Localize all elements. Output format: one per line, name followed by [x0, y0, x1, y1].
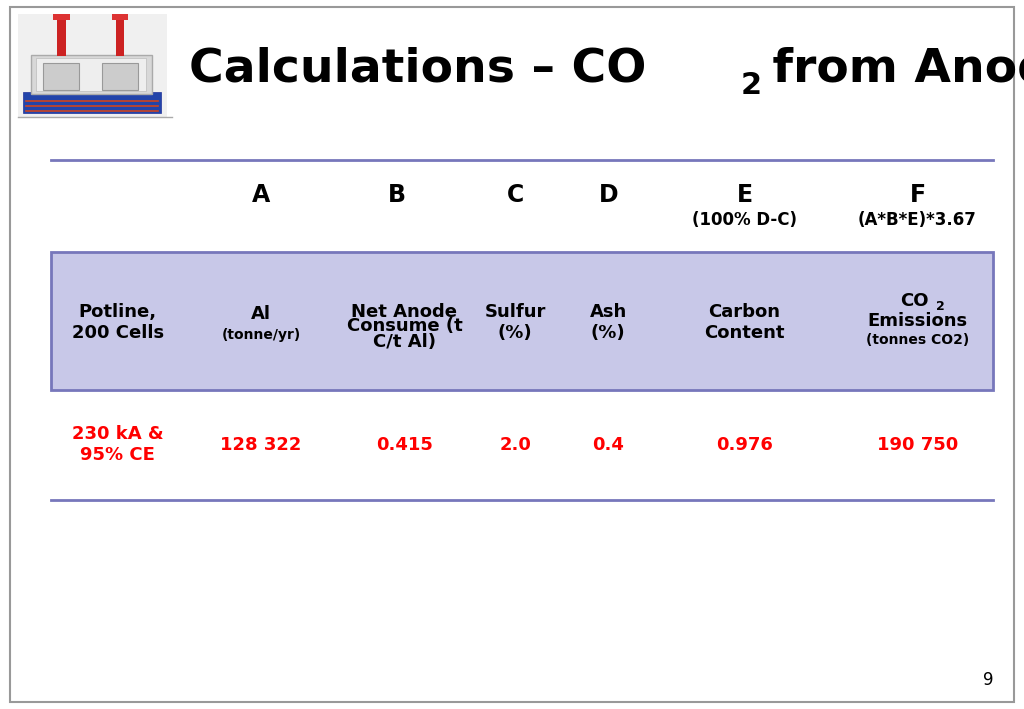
Text: 0.415: 0.415: [376, 436, 433, 454]
Text: B: B: [388, 183, 407, 207]
Text: Consume (t: Consume (t: [346, 317, 463, 335]
Text: 0.976: 0.976: [716, 436, 773, 454]
Bar: [57, 17, 66, 56]
Text: 2: 2: [936, 301, 945, 313]
Bar: [112, 14, 128, 20]
Text: A: A: [252, 183, 270, 207]
Bar: [23, 92, 161, 113]
Bar: [53, 14, 70, 20]
FancyBboxPatch shape: [10, 7, 1014, 702]
Text: 2.0: 2.0: [499, 436, 531, 454]
Text: Emissions: Emissions: [867, 312, 968, 330]
Text: 190 750: 190 750: [877, 436, 958, 454]
Text: F: F: [909, 183, 926, 207]
Text: 2: 2: [740, 72, 762, 100]
Text: Net Anode: Net Anode: [351, 303, 458, 321]
Bar: [43, 63, 79, 90]
Text: (tonnes CO2): (tonnes CO2): [866, 333, 969, 347]
Bar: [31, 55, 152, 94]
Text: Ash
(%): Ash (%): [590, 303, 627, 342]
Text: 128 322: 128 322: [220, 436, 302, 454]
Text: 230 kA &
95% CE: 230 kA & 95% CE: [72, 425, 164, 464]
Text: 9: 9: [983, 671, 993, 689]
Bar: [102, 63, 138, 90]
Text: from Anode: from Anode: [756, 47, 1024, 91]
Text: Al: Al: [251, 305, 271, 323]
Text: E: E: [736, 183, 753, 207]
Text: (A*B*E)*3.67: (A*B*E)*3.67: [858, 211, 977, 229]
Text: Sulfur
(%): Sulfur (%): [484, 303, 546, 342]
Text: (100% D-C): (100% D-C): [692, 211, 797, 229]
Bar: [36, 58, 146, 91]
Bar: [116, 17, 124, 56]
Text: CO: CO: [900, 292, 929, 311]
Text: D: D: [598, 183, 618, 207]
Text: Calculations – CO: Calculations – CO: [189, 47, 647, 91]
Text: Potline,
200 Cells: Potline, 200 Cells: [72, 303, 164, 342]
FancyBboxPatch shape: [51, 252, 993, 390]
Text: C: C: [507, 183, 523, 207]
Text: (tonne/yr): (tonne/yr): [221, 328, 301, 342]
Text: C/t Al): C/t Al): [373, 333, 436, 352]
Text: 0.4: 0.4: [592, 436, 625, 454]
Text: Carbon
Content: Carbon Content: [705, 303, 784, 342]
FancyBboxPatch shape: [18, 14, 167, 117]
